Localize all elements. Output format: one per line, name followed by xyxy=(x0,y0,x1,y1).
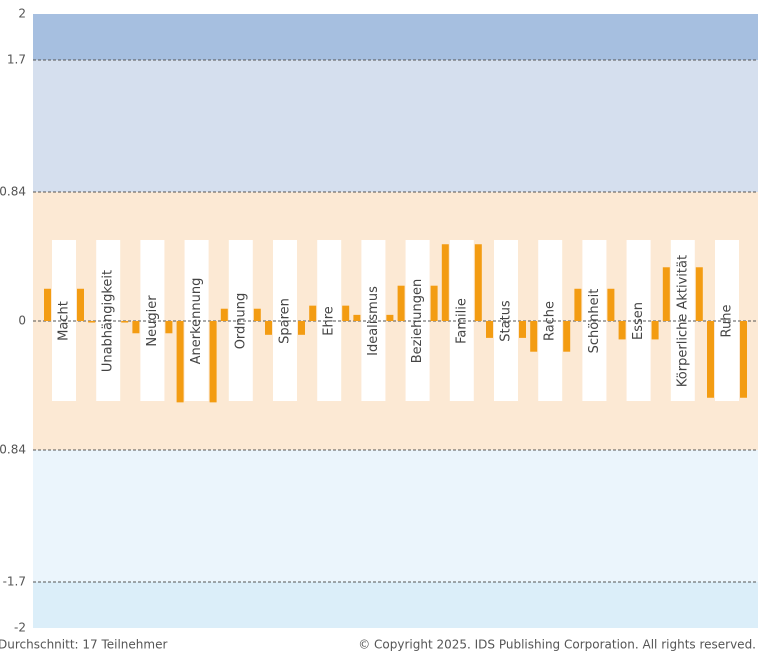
bar xyxy=(44,288,51,321)
y-tick-label: 2 xyxy=(18,7,26,21)
bar xyxy=(88,321,96,323)
bar xyxy=(519,321,526,338)
bar xyxy=(165,321,173,334)
y-tick-label: 1.7 xyxy=(7,53,26,67)
bar xyxy=(707,321,714,398)
bar xyxy=(618,321,626,340)
bar xyxy=(397,285,405,321)
category-label: Ordnung xyxy=(233,293,248,350)
category-label: Familie xyxy=(454,298,469,344)
category-label: Idealismus xyxy=(366,286,381,356)
bar xyxy=(253,308,261,321)
category-label: Ruhe xyxy=(720,305,735,338)
bar xyxy=(298,321,305,335)
category-label: Sparen xyxy=(278,298,293,344)
footnote: Durchschnitt: 17 Teilnehmer xyxy=(0,638,167,652)
bar xyxy=(176,321,184,403)
band xyxy=(33,581,758,628)
category-label: Beziehungen xyxy=(410,279,425,364)
category-label: Rache xyxy=(543,301,558,341)
category-label: Körperliche Aktivität xyxy=(675,255,690,387)
bar xyxy=(474,244,482,321)
category-label: Anerkennung xyxy=(189,278,204,365)
bar xyxy=(353,314,361,321)
bar xyxy=(209,321,217,403)
bar xyxy=(695,267,703,321)
bar xyxy=(265,321,272,335)
category-label: Essen xyxy=(631,302,646,340)
bar xyxy=(530,321,538,352)
bar xyxy=(651,321,659,340)
bar xyxy=(607,288,615,321)
bar xyxy=(309,305,317,321)
y-tick-label: -2 xyxy=(14,621,26,635)
bar xyxy=(386,314,394,321)
bar xyxy=(121,321,129,323)
category-label: Unabhängigkeit xyxy=(101,270,116,372)
category-label: Macht xyxy=(57,301,72,341)
y-tick-label: -0.84 xyxy=(0,442,26,456)
band xyxy=(33,14,758,61)
bar xyxy=(574,288,582,321)
category-label: Status xyxy=(499,300,514,342)
bar xyxy=(486,321,493,338)
bar xyxy=(740,321,747,398)
bar xyxy=(132,321,140,334)
bar xyxy=(441,244,449,321)
band xyxy=(33,60,758,193)
bar xyxy=(430,285,438,321)
y-tick-label: 0 xyxy=(18,314,26,328)
category-label: Schönheit xyxy=(587,289,602,354)
band xyxy=(33,449,758,582)
bar xyxy=(77,288,84,321)
bar xyxy=(220,308,228,321)
y-tick-label: 0.84 xyxy=(0,185,26,199)
category-label: Neugier xyxy=(145,295,160,347)
category-label: Ehre xyxy=(322,306,337,336)
copyright: © Copyright 2025. IDS Publishing Corpora… xyxy=(358,638,756,652)
bar xyxy=(563,321,571,352)
y-tick-label: -1.7 xyxy=(3,574,26,588)
bar xyxy=(342,305,350,321)
bar xyxy=(662,267,670,321)
